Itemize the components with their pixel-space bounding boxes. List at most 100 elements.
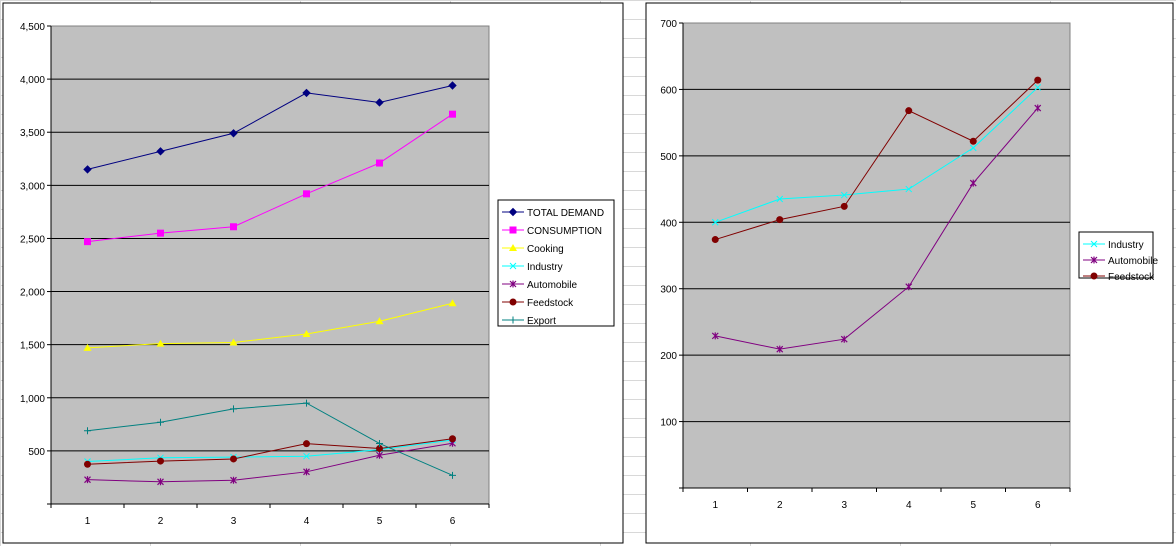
series-line (87, 439, 453, 463)
series-cooking (83, 299, 457, 351)
legend: TOTAL DEMAND CONSUMPTION Cooking Industry Au… (497, 199, 615, 327)
data-point (302, 330, 311, 338)
data-point (157, 457, 164, 465)
series-line (715, 107, 1039, 350)
plot-area (682, 22, 1071, 489)
data-point (303, 399, 310, 407)
legend-label: Industry (527, 262, 563, 273)
x-tick-label: 5 (970, 500, 976, 511)
legend-marker (509, 298, 517, 306)
series-feedstock (711, 76, 1042, 244)
data-point (376, 159, 383, 167)
data-point (969, 179, 977, 187)
series-industry (711, 84, 1042, 226)
y-tick-label: 4,500 (20, 22, 45, 33)
x-tick-label: 1 (712, 500, 718, 511)
legend-label: Feedstock (527, 298, 574, 309)
data-point (776, 195, 784, 203)
x-tick-label: 3 (231, 516, 237, 527)
data-point (448, 299, 457, 307)
y-tick-label: 200 (660, 351, 677, 362)
data-point (84, 238, 91, 246)
data-point (711, 332, 719, 340)
data-point (84, 460, 91, 468)
data-point (156, 147, 165, 156)
data-point (1034, 84, 1042, 91)
series-consumption (84, 110, 456, 246)
legend-label: Feedstock (1108, 272, 1155, 283)
series-feedstock (84, 435, 456, 468)
y-tick-label: 600 (660, 85, 677, 96)
data-point (83, 165, 92, 174)
series-line (715, 79, 1039, 241)
y-tick-label: 3,500 (20, 128, 45, 139)
series-line (87, 302, 453, 349)
legend-marker (509, 244, 517, 251)
data-point (711, 236, 719, 244)
legend-box (497, 199, 615, 327)
data-point (83, 343, 92, 351)
x-tick-label: 1 (85, 516, 91, 527)
plot-area (50, 25, 490, 505)
series-line (87, 402, 453, 476)
legend-label: Automobile (1108, 256, 1158, 267)
data-point (969, 144, 977, 152)
legend-marker (509, 262, 517, 270)
y-tick-label: 300 (660, 285, 677, 296)
data-point (303, 452, 310, 460)
x-tick-label: 4 (304, 516, 310, 527)
legend-marker (508, 207, 518, 217)
y-tick-label: 1,000 (20, 394, 45, 405)
y-tick-label: 2,000 (20, 288, 45, 299)
legend-marker (1090, 272, 1098, 280)
y-tick-label: 500 (28, 447, 45, 458)
data-point (157, 418, 164, 426)
chart-2: 100 200 300 400 500 600 700 1 2 3 4 5 6 Industry Autom… (645, 2, 1174, 544)
x-tick-label: 3 (841, 500, 847, 511)
data-point (230, 476, 237, 484)
chart-1: 500 1,000 1,500 2,000 2,500 3,000 3,500 4,000 4,… (2, 2, 624, 544)
legend-marker (509, 226, 517, 234)
x-tick-label: 6 (1035, 500, 1041, 511)
data-point (230, 223, 237, 231)
data-point (229, 129, 238, 138)
data-point (230, 455, 237, 463)
legend-label: TOTAL DEMAND (527, 208, 604, 219)
legend-label: Cooking (527, 244, 564, 255)
series-line (87, 113, 453, 243)
data-point (302, 88, 311, 98)
series-line (87, 84, 453, 170)
data-point (157, 229, 164, 237)
data-point (229, 338, 238, 346)
series-total-demand (83, 81, 457, 174)
data-point (376, 439, 383, 447)
y-tick-label: 1,500 (20, 341, 45, 352)
y-tick-label: 2,500 (20, 234, 45, 245)
x-tick-label: 6 (450, 516, 456, 527)
data-point (84, 427, 91, 435)
legend-label: Industry (1108, 240, 1144, 251)
legend-box (1078, 231, 1154, 279)
data-point (969, 137, 977, 145)
data-point (840, 191, 848, 199)
y-tick-label: 100 (660, 418, 677, 429)
y-tick-label: 4,000 (20, 75, 45, 86)
data-point (376, 451, 383, 459)
series-automobile (711, 104, 1042, 353)
data-point (449, 435, 456, 443)
data-point (1034, 104, 1042, 112)
data-point (230, 405, 237, 413)
x-tick-label: 2 (777, 500, 783, 511)
data-point (905, 283, 913, 291)
data-point (905, 107, 913, 115)
x-tick-label: 4 (906, 500, 912, 511)
data-point (449, 471, 456, 479)
data-point (711, 218, 719, 226)
legend-marker (509, 316, 517, 324)
series-export (84, 399, 456, 479)
data-point (449, 110, 456, 118)
legend-label: CONSUMPTION (527, 226, 602, 237)
series-line (87, 442, 453, 483)
legend-label: Export (527, 316, 556, 327)
